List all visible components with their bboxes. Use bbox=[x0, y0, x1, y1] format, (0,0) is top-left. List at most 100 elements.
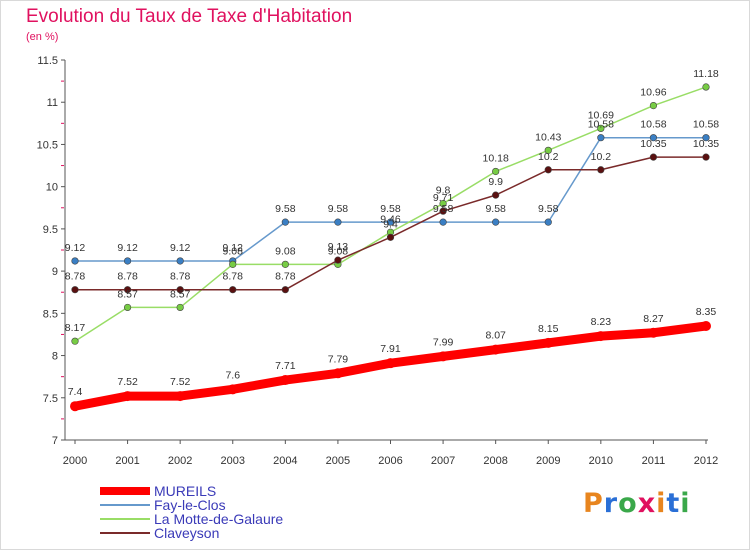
data-point bbox=[70, 401, 80, 412]
data-label: 9.8 bbox=[436, 185, 451, 197]
y-tick-label: 9 bbox=[52, 266, 58, 278]
data-point bbox=[649, 134, 658, 142]
x-tick-label: 2012 bbox=[694, 455, 718, 467]
chart-title: Evolution du Taux de Taxe d'Habitation bbox=[26, 6, 353, 27]
data-label: 10.35 bbox=[640, 138, 666, 150]
data-label: 10.35 bbox=[693, 138, 719, 150]
data-label: 10.58 bbox=[693, 119, 719, 131]
data-label: 9.12 bbox=[117, 242, 138, 254]
logo-letter: o bbox=[618, 488, 638, 519]
chart-subtitle: (en %) bbox=[26, 31, 59, 43]
data-label: 10.43 bbox=[535, 131, 561, 143]
data-point bbox=[176, 286, 184, 294]
data-label: 8.07 bbox=[485, 330, 506, 342]
data-label: 10.58 bbox=[640, 119, 666, 131]
data-point bbox=[492, 191, 500, 199]
data-point bbox=[227, 384, 238, 395]
data-point bbox=[386, 233, 395, 241]
data-label: 9.58 bbox=[328, 203, 349, 215]
data-label: 7.91 bbox=[380, 343, 401, 355]
data-label: 10.69 bbox=[588, 109, 614, 121]
data-label: 9.12 bbox=[223, 242, 244, 254]
data-label: 9.08 bbox=[223, 245, 244, 257]
y-tick-label: 11 bbox=[47, 97, 58, 109]
data-label: 9.58 bbox=[485, 203, 506, 215]
x-tick-label: 2009 bbox=[536, 455, 560, 467]
data-label: 9.13 bbox=[328, 241, 349, 253]
data-label: 7.52 bbox=[170, 376, 191, 388]
data-point bbox=[229, 260, 237, 268]
data-point bbox=[649, 153, 658, 161]
x-tick-label: 2003 bbox=[221, 455, 245, 467]
x-tick-label: 2005 bbox=[326, 455, 350, 467]
logo-letter: r bbox=[603, 488, 619, 519]
x-tick-label: 2010 bbox=[589, 455, 613, 467]
data-label: 10.18 bbox=[483, 152, 509, 164]
y-tick-label: 8.5 bbox=[43, 308, 58, 320]
data-label: 8.27 bbox=[643, 313, 664, 325]
y-tick-label: 7 bbox=[52, 435, 58, 447]
data-point bbox=[229, 286, 237, 294]
series-labels: 9.12 9.12 9.12 9.12 9.58 9.58 9.58 9.58 9.58 9.58… bbox=[65, 68, 720, 398]
data-point bbox=[438, 351, 449, 362]
y-tick-label: 9.5 bbox=[43, 224, 58, 236]
data-label: 8.78 bbox=[170, 271, 191, 283]
data-point bbox=[702, 153, 710, 161]
data-point bbox=[71, 286, 79, 294]
data-label: 7.6 bbox=[225, 369, 240, 381]
data-point bbox=[648, 327, 659, 338]
series-markers bbox=[70, 83, 711, 412]
y-tick-label: 10 bbox=[46, 182, 58, 194]
data-label: 7.4 bbox=[68, 386, 83, 398]
data-point bbox=[334, 256, 342, 264]
data-point bbox=[176, 303, 184, 312]
y-tick-label: 11.5 bbox=[37, 55, 58, 67]
data-point bbox=[123, 286, 132, 294]
legend-label: Fay-le-Clos bbox=[154, 497, 226, 513]
data-label: 8.57 bbox=[117, 288, 138, 300]
data-label: 11.18 bbox=[693, 68, 719, 80]
logo-letter: i bbox=[680, 488, 691, 519]
x-tick-label: 2001 bbox=[115, 455, 139, 467]
data-label: 9.08 bbox=[328, 245, 349, 257]
data-label: 8.78 bbox=[275, 271, 296, 283]
data-label: 8.35 bbox=[696, 306, 717, 318]
x-tick-label: 2000 bbox=[63, 455, 87, 467]
data-label: 8.15 bbox=[538, 323, 559, 335]
data-label: 9.46 bbox=[380, 213, 401, 225]
data-point bbox=[334, 218, 342, 226]
data-label: 8.23 bbox=[591, 316, 612, 328]
data-point bbox=[71, 337, 79, 345]
y-tick-label: 10.5 bbox=[37, 139, 58, 151]
data-label: 7.79 bbox=[328, 353, 349, 365]
data-point bbox=[701, 321, 711, 331]
data-point bbox=[492, 167, 500, 176]
data-point bbox=[439, 218, 447, 226]
data-point bbox=[597, 134, 605, 142]
data-point bbox=[123, 303, 132, 312]
data-label: 10.58 bbox=[588, 119, 614, 131]
data-label: 9.12 bbox=[170, 242, 191, 254]
data-label: 9.08 bbox=[275, 245, 296, 257]
data-label: 9.58 bbox=[275, 203, 296, 215]
data-label: 9.58 bbox=[380, 203, 401, 215]
data-point bbox=[386, 218, 395, 226]
data-point bbox=[122, 391, 133, 402]
x-tick-label: 2002 bbox=[168, 455, 192, 467]
data-label: 8.57 bbox=[170, 288, 191, 300]
data-point bbox=[71, 257, 79, 265]
data-point bbox=[123, 257, 132, 265]
logo-letter: i bbox=[656, 488, 667, 519]
data-label: 9.58 bbox=[433, 203, 454, 215]
logo-letter: t bbox=[666, 488, 681, 519]
data-point bbox=[544, 166, 552, 174]
data-label: 8.17 bbox=[65, 322, 86, 334]
data-point bbox=[649, 101, 658, 110]
data-point bbox=[175, 391, 186, 402]
data-label: 7.52 bbox=[117, 376, 138, 388]
legend-label: MUREILS bbox=[154, 483, 216, 499]
x-tick-label: 2006 bbox=[378, 455, 402, 467]
data-label: 10.2 bbox=[591, 151, 612, 163]
x-tick-label: 2008 bbox=[483, 455, 507, 467]
